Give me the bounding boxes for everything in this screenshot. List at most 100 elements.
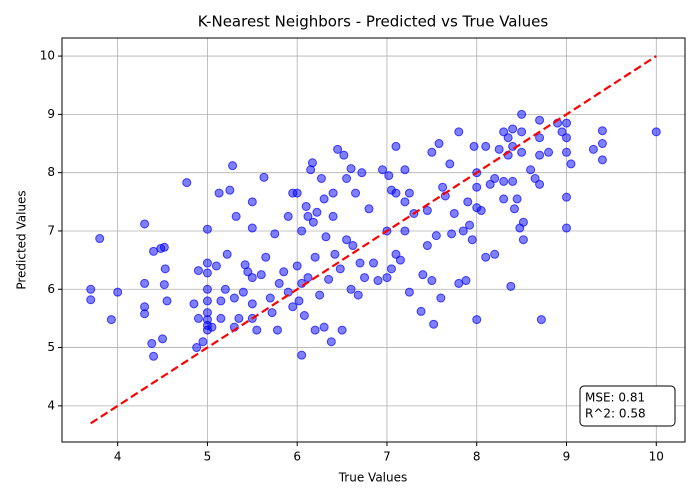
point [422,241,432,251]
point [508,124,518,134]
point [373,276,383,286]
point [535,150,545,160]
point [438,182,448,192]
point [261,252,271,262]
point [382,273,392,283]
point [265,293,275,303]
x-tick-label: 5 [204,450,212,464]
point [517,147,527,157]
point [303,273,313,283]
point [342,173,352,183]
point [193,266,203,276]
point [319,322,329,332]
point [391,141,401,151]
point [339,150,349,160]
point [386,264,396,274]
point [328,188,338,198]
point [490,173,500,183]
x-tick-label: 7 [383,450,391,464]
point [458,226,468,236]
point [294,296,304,306]
point [418,270,428,280]
point [454,127,464,137]
point [259,172,269,182]
point [530,173,540,183]
point [535,179,545,189]
y-axis-label: Predicted Values [15,190,29,289]
point [342,235,352,245]
point [562,118,572,128]
point [189,299,199,309]
point [364,204,374,214]
point [202,224,212,234]
point [517,127,527,137]
point [95,234,105,244]
y-tick-label: 9 [47,107,55,121]
point [330,249,340,259]
point [160,264,170,274]
plot-frame [61,37,686,443]
point [292,261,302,271]
point [292,188,302,198]
point [192,343,202,353]
point [422,206,432,216]
point [485,179,495,189]
point [384,171,394,181]
point [216,313,226,323]
point [544,147,554,157]
y-tick-label: 10 [40,49,55,63]
point [557,127,567,137]
x-tick-label: 10 [649,450,664,464]
annotation-text: MSE: 0.81 [585,391,645,405]
x-tick-label: 9 [563,450,571,464]
point [252,325,262,335]
point [355,258,365,268]
point [400,197,410,207]
reference-line [90,55,657,425]
point [472,182,482,192]
point [140,278,150,288]
point [328,211,338,221]
point [310,252,320,262]
point [308,217,318,227]
point [499,194,509,204]
point [149,351,159,361]
point [158,334,168,344]
point [159,280,169,290]
y-tick-label: 5 [47,340,55,354]
point [159,242,169,252]
point [597,155,607,165]
point [395,255,405,265]
point [207,322,217,332]
point [351,188,361,198]
point [140,219,150,229]
point [316,173,326,183]
point [536,315,546,325]
point [465,220,475,230]
point [238,287,248,297]
point [353,290,363,300]
point [391,188,401,198]
point [324,274,334,284]
point [301,201,311,211]
point [202,284,212,294]
point [357,168,367,178]
point [270,229,280,239]
point [222,249,232,259]
chart-title: K-Nearest Neighbors - Predicted vs True … [198,13,549,31]
point [256,270,266,280]
point [299,310,309,320]
point [434,139,444,149]
point [182,178,192,188]
x-tick-label: 6 [293,450,301,464]
point [106,315,116,325]
annotation-text: R^2: 0.58 [585,407,646,421]
point [481,141,491,151]
point [346,284,356,294]
point [202,258,212,268]
point [360,273,370,283]
point [335,264,345,274]
point [113,287,123,297]
point [404,287,414,297]
point [243,267,253,277]
